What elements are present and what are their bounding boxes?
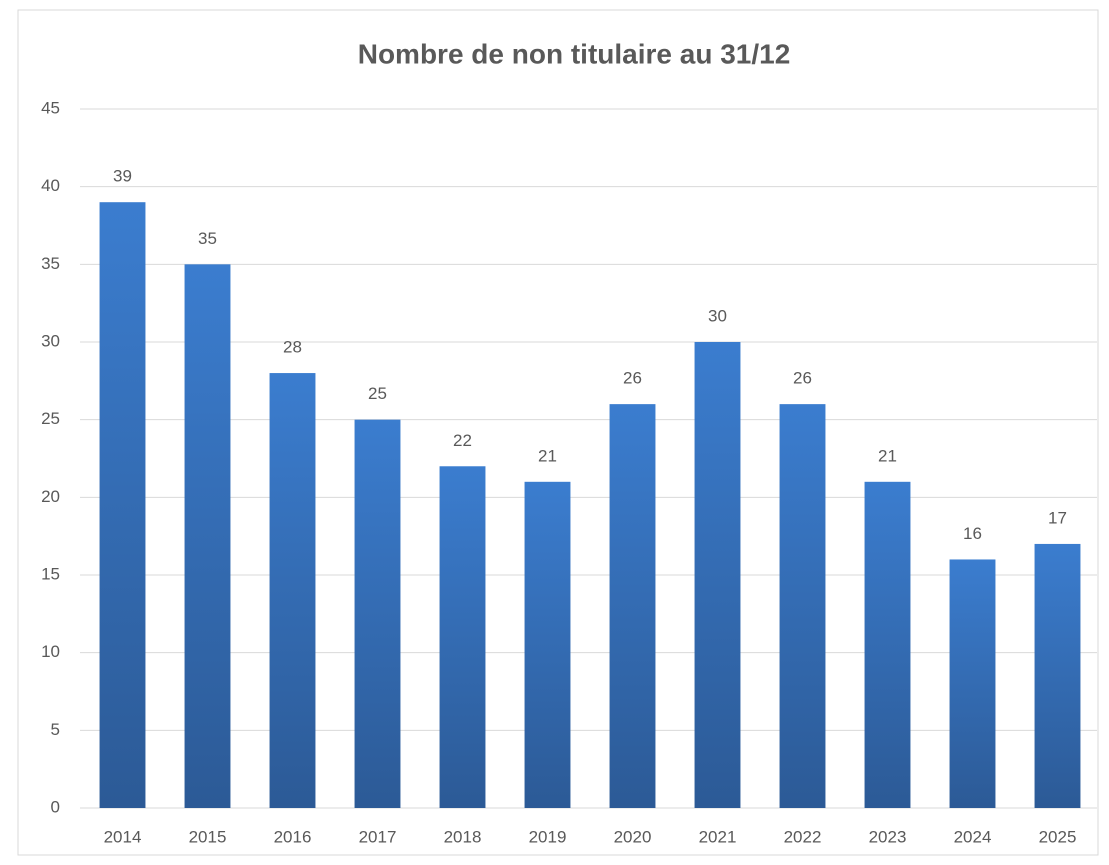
bar [184, 264, 231, 808]
x-tick-label: 2015 [189, 827, 227, 846]
data-label: 26 [793, 369, 812, 388]
bar [949, 559, 996, 808]
y-tick-label: 30 [41, 331, 60, 350]
data-label: 21 [538, 446, 557, 465]
data-label: 17 [1048, 508, 1067, 527]
x-tick-label: 2021 [699, 827, 737, 846]
x-tick-label: 2017 [359, 827, 397, 846]
y-tick-label: 20 [41, 487, 60, 506]
y-tick-label: 15 [41, 564, 60, 583]
x-tick-label: 2016 [274, 827, 312, 846]
data-label: 16 [963, 524, 982, 543]
data-label: 30 [708, 306, 727, 325]
y-tick-label: 25 [41, 409, 60, 428]
x-tick-label: 2019 [529, 827, 567, 846]
data-label: 25 [368, 384, 387, 403]
y-tick-label: 35 [41, 254, 60, 273]
bar [99, 202, 146, 808]
bar [354, 419, 401, 808]
data-label: 22 [453, 431, 472, 450]
x-tick-label: 2014 [104, 827, 142, 846]
bar [269, 373, 316, 808]
bar [694, 342, 741, 808]
x-tick-label: 2018 [444, 827, 482, 846]
data-label: 26 [623, 369, 642, 388]
bar [439, 466, 486, 808]
chart-title: Nombre de non titulaire au 31/12 [358, 38, 791, 69]
x-tick-label: 2020 [614, 827, 652, 846]
data-label: 39 [113, 167, 132, 186]
x-tick-label: 2023 [869, 827, 907, 846]
bar [1034, 543, 1081, 808]
y-tick-label: 0 [51, 797, 60, 816]
x-tick-label: 2022 [784, 827, 822, 846]
x-tick-label: 2024 [954, 827, 992, 846]
data-label: 28 [283, 338, 302, 357]
bar [524, 481, 571, 808]
bar [609, 404, 656, 808]
x-tick-label: 2025 [1039, 827, 1077, 846]
y-tick-label: 10 [41, 642, 60, 661]
data-label: 21 [878, 446, 897, 465]
y-tick-label: 5 [51, 720, 60, 739]
bar [864, 481, 911, 808]
y-tick-label: 45 [41, 98, 60, 117]
y-tick-label: 40 [41, 176, 60, 195]
data-label: 35 [198, 229, 217, 248]
bar [779, 404, 826, 808]
